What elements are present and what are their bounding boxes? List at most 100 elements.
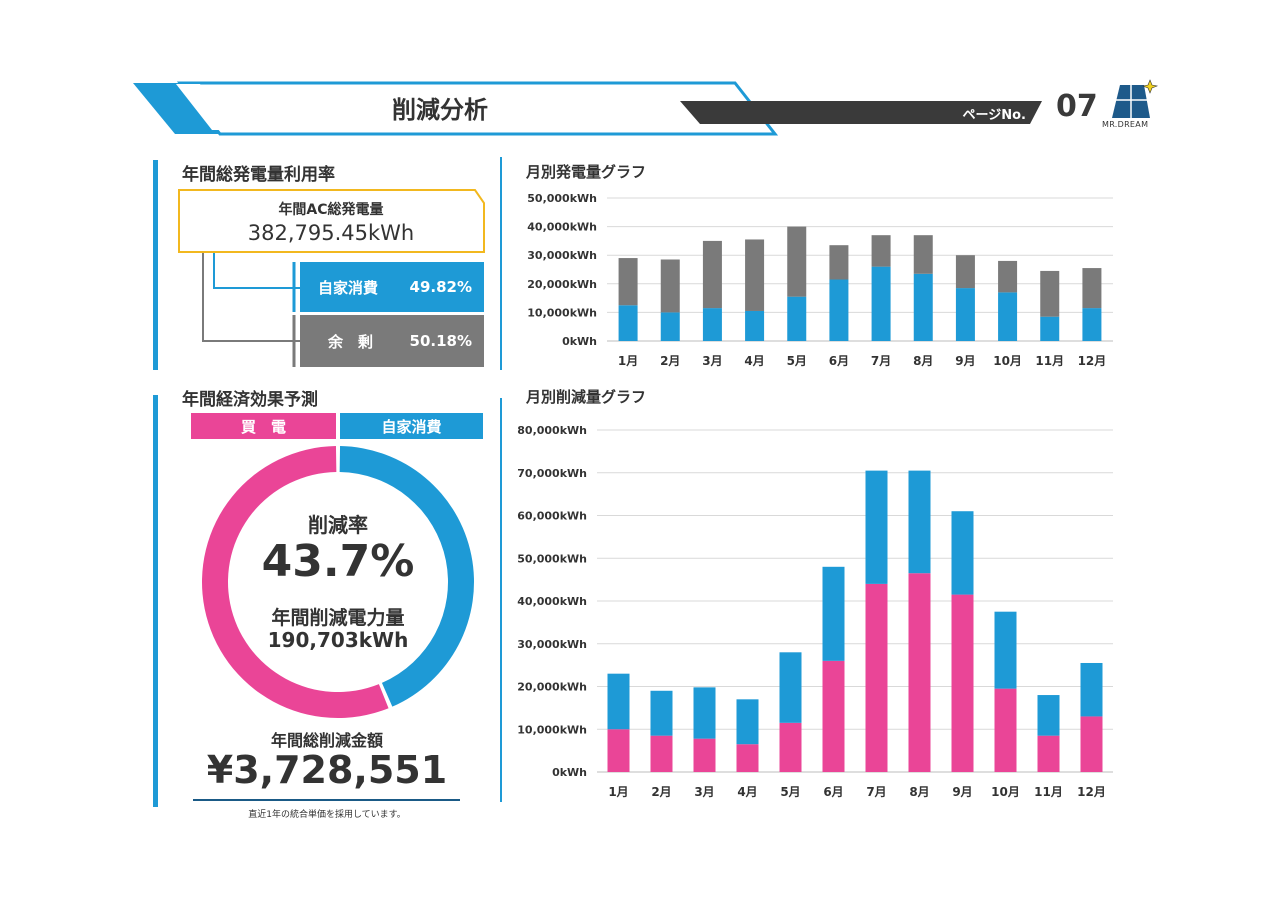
y-tick-label: 70,000kWh	[517, 467, 587, 480]
utilization-diagram	[178, 189, 485, 367]
bar-segment-1	[1080, 716, 1103, 772]
x-tick-label: 12月	[1078, 354, 1107, 368]
y-tick-label: 60,000kWh	[517, 510, 587, 523]
page-number-label: ページNo.	[962, 108, 1027, 123]
bar-segment-2	[693, 687, 716, 739]
x-tick-label: 5月	[787, 354, 807, 368]
y-tick-label: 0kWh	[562, 335, 597, 348]
x-tick-label: 9月	[952, 785, 972, 799]
bar-segment-2	[745, 239, 765, 311]
y-tick-label: 0kWh	[552, 766, 587, 779]
bar-segment-2	[779, 652, 802, 723]
y-tick-label: 10,000kWh	[517, 723, 587, 736]
header-accent-stripe	[133, 83, 220, 134]
x-tick-label: 9月	[955, 354, 975, 368]
bar-segment-2	[908, 470, 931, 574]
header-accent-gap	[176, 84, 236, 130]
bar-segment-1	[660, 312, 680, 341]
reduction-rate-label: 削減率	[308, 513, 368, 537]
header-decoration	[133, 79, 1159, 136]
bar-segment-1	[693, 738, 716, 772]
x-tick-label: 1月	[618, 354, 638, 368]
donut-segment	[202, 446, 389, 718]
x-tick-label: 6月	[823, 785, 843, 799]
bar-segment-2	[829, 245, 849, 280]
x-tick-label: 7月	[866, 785, 886, 799]
utilization-title: 年間総発電量利用率	[182, 165, 335, 185]
y-tick-label: 50,000kWh	[527, 192, 597, 205]
bar-segment-1	[1040, 316, 1060, 341]
x-tick-label: 12月	[1077, 785, 1106, 799]
x-tick-label: 2月	[651, 785, 671, 799]
x-tick-label: 10月	[991, 785, 1020, 799]
bar-segment-2	[998, 260, 1018, 293]
bar-segment-1	[829, 279, 849, 341]
page-number: 07	[1056, 89, 1098, 124]
logo-icon	[1112, 79, 1159, 118]
annual-reduction-label: 年間削減電力量	[271, 607, 405, 629]
bar-segment-1	[1037, 735, 1060, 772]
reduction-chart-title: 月別削減量グラフ	[526, 388, 647, 406]
bar-segment-2	[660, 259, 680, 313]
bar-segment-1	[745, 310, 765, 341]
section-bar-economics	[153, 395, 158, 807]
page-title: 削減分析	[392, 96, 488, 124]
x-tick-label: 11月	[1034, 785, 1063, 799]
bar-segment-1	[607, 729, 630, 772]
bar-segment-1	[865, 583, 888, 772]
bar-segment-1	[998, 292, 1018, 341]
x-tick-label: 2月	[660, 354, 680, 368]
x-tick-label: 5月	[780, 785, 800, 799]
reduction-rate-value: 43.7%	[261, 536, 415, 587]
bar-segment-1	[702, 308, 722, 341]
bar-segment-1	[779, 722, 802, 772]
surplus-value: 50.18%	[409, 332, 472, 350]
bar-segment-1	[1082, 308, 1102, 341]
section-bar-utilization	[153, 160, 158, 370]
bar-segment-2	[650, 690, 673, 736]
bar-segment-2	[1080, 662, 1103, 717]
bar-segment-1	[618, 305, 638, 341]
bar-segment-1	[736, 744, 759, 772]
savings-value: ¥3,728,551	[206, 748, 448, 792]
x-tick-label: 8月	[913, 354, 933, 368]
bar-segment-2	[865, 470, 888, 584]
divider-bottom	[500, 398, 502, 802]
bar-segment-2	[951, 511, 974, 595]
x-tick-label: 7月	[871, 354, 891, 368]
bar-segment-2	[787, 226, 807, 297]
x-tick-label: 4月	[744, 354, 764, 368]
self-consumption-value: 49.82%	[409, 278, 472, 296]
bar-segment-1	[955, 288, 975, 341]
total-generation-label: 年間AC総発電量	[278, 202, 384, 218]
reduction-chart: 80,000kWh 70,000kWh 60,000kWh 50,000kWh 40,0…	[517, 424, 1113, 799]
total-generation-value: 382,795.45kWh	[247, 221, 415, 245]
page-number-bar	[680, 101, 1042, 124]
surplus-label: 余 剰	[328, 332, 374, 351]
x-tick-label: 10月	[993, 354, 1022, 368]
bar-segment-2	[1040, 270, 1060, 317]
legend-buy: 買 電	[191, 413, 336, 439]
bar-segment-2	[607, 673, 630, 730]
connector-self	[213, 253, 300, 289]
y-tick-label: 20,000kWh	[517, 681, 587, 694]
y-tick-label: 40,000kWh	[527, 221, 597, 234]
reduction-donut	[202, 446, 474, 718]
bar-segment-2	[994, 611, 1017, 689]
total-box-frame	[178, 189, 485, 253]
bar-segment-1	[994, 688, 1017, 772]
bar-segment-1	[951, 594, 974, 772]
bar-segment-1	[913, 273, 933, 341]
logo-text: MR.DREAM	[1102, 120, 1149, 129]
x-tick-label: 3月	[694, 785, 714, 799]
annual-reduction-value: 190,703kWh	[267, 628, 409, 652]
x-tick-label: 11月	[1035, 354, 1064, 368]
x-tick-label: 6月	[829, 354, 849, 368]
bar-segment-2	[1082, 268, 1102, 309]
y-tick-label: 20,000kWh	[527, 278, 597, 291]
divider-top	[500, 157, 502, 370]
surplus-box: 余 剰 50.18%	[300, 315, 484, 367]
y-tick-label: 30,000kWh	[517, 638, 587, 651]
donut-segment	[339, 446, 474, 707]
x-tick-label: 1月	[608, 785, 628, 799]
